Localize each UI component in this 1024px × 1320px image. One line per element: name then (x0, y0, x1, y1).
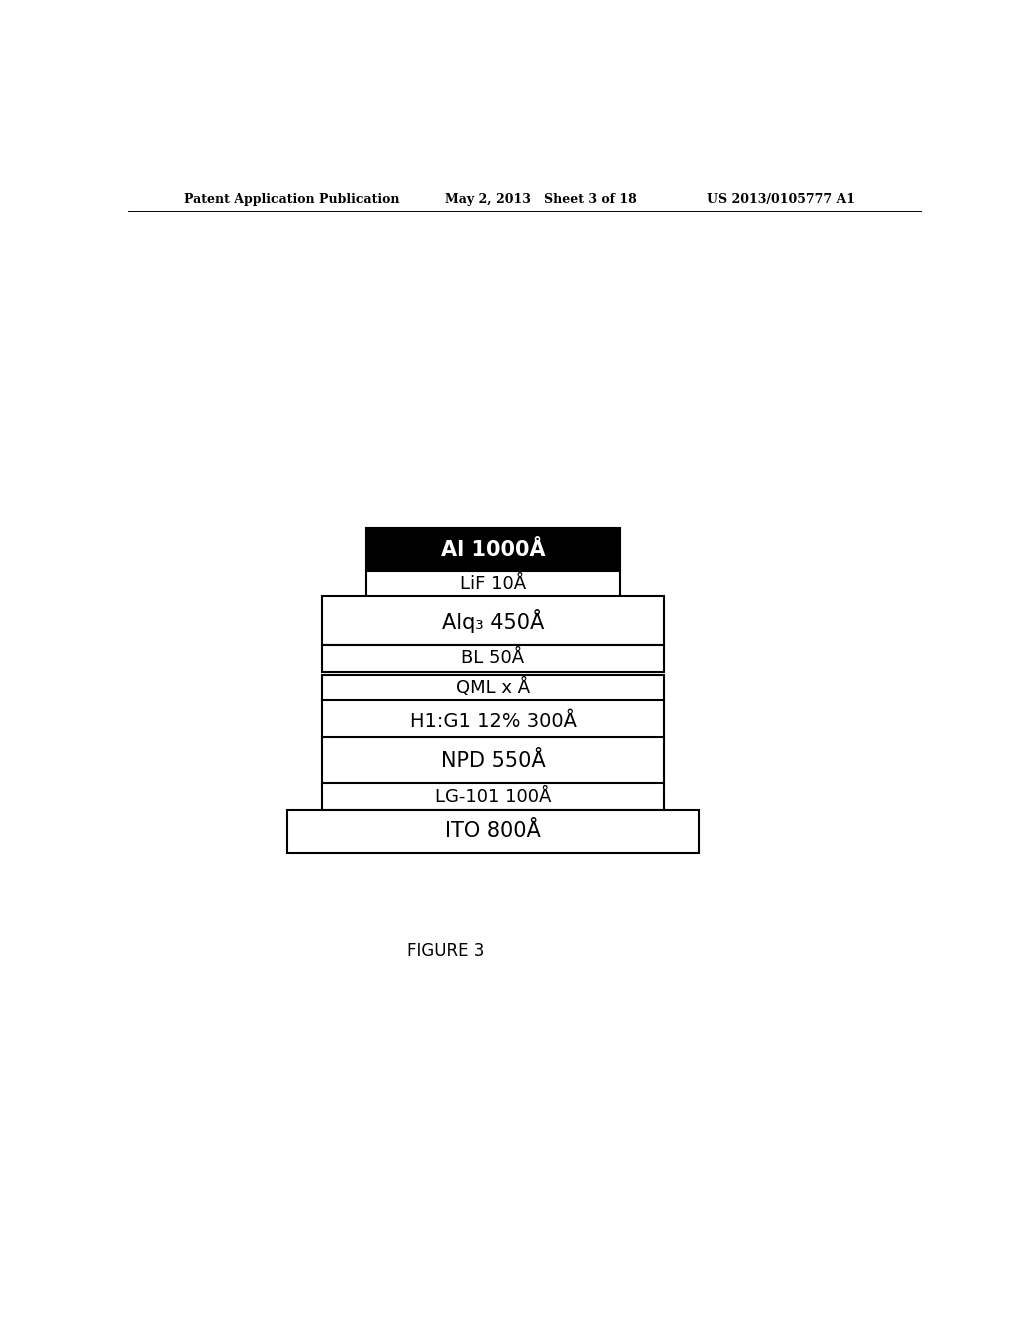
Text: May 2, 2013   Sheet 3 of 18: May 2, 2013 Sheet 3 of 18 (445, 193, 637, 206)
FancyBboxPatch shape (323, 784, 664, 810)
Text: Al 1000Å: Al 1000Å (440, 540, 546, 560)
Text: NPD 550Å: NPD 550Å (440, 751, 546, 771)
Text: H1:G1 12% 300Å: H1:G1 12% 300Å (410, 711, 577, 731)
FancyBboxPatch shape (323, 700, 664, 743)
FancyBboxPatch shape (287, 810, 699, 853)
Text: LG-101 100Å: LG-101 100Å (435, 788, 551, 805)
Text: Patent Application Publication: Patent Application Publication (183, 193, 399, 206)
Text: BL 50Å: BL 50Å (462, 649, 524, 668)
FancyBboxPatch shape (323, 737, 664, 785)
Text: LiF 10Å: LiF 10Å (460, 576, 526, 593)
Text: US 2013/0105777 A1: US 2013/0105777 A1 (708, 193, 855, 206)
FancyBboxPatch shape (323, 645, 664, 672)
Text: ITO 800Å: ITO 800Å (445, 821, 541, 841)
FancyBboxPatch shape (323, 597, 664, 645)
Text: Alq₃ 450Å: Alq₃ 450Å (442, 609, 544, 632)
Text: FIGURE 3: FIGURE 3 (407, 942, 484, 960)
FancyBboxPatch shape (323, 675, 664, 701)
Text: QML x Å: QML x Å (456, 678, 530, 697)
FancyBboxPatch shape (367, 572, 621, 598)
FancyBboxPatch shape (367, 528, 621, 572)
